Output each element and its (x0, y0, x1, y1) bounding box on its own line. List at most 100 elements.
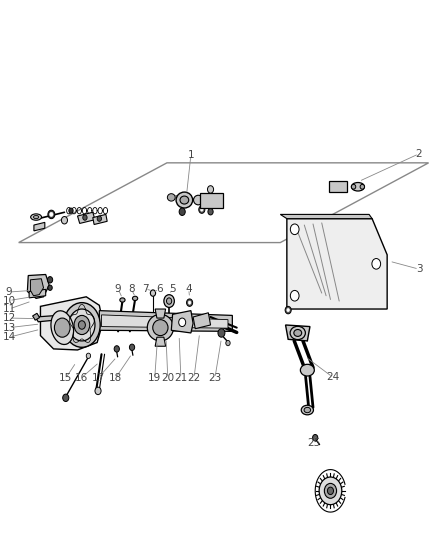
Circle shape (47, 277, 53, 283)
Ellipse shape (51, 311, 74, 344)
Text: 17: 17 (92, 373, 105, 383)
Ellipse shape (351, 182, 364, 191)
Circle shape (208, 208, 213, 215)
Ellipse shape (300, 365, 314, 376)
Circle shape (319, 477, 342, 505)
Text: 2: 2 (416, 149, 422, 159)
Text: 7: 7 (142, 284, 148, 294)
Circle shape (61, 216, 67, 224)
Circle shape (226, 341, 230, 346)
Text: 21: 21 (174, 373, 187, 383)
Circle shape (129, 344, 134, 351)
Circle shape (97, 216, 102, 221)
Polygon shape (102, 315, 228, 328)
Circle shape (69, 208, 73, 213)
Circle shape (201, 208, 203, 211)
Circle shape (218, 329, 225, 337)
Text: 10: 10 (3, 295, 16, 305)
Ellipse shape (301, 405, 314, 415)
Circle shape (328, 487, 333, 495)
Text: 12: 12 (3, 313, 16, 323)
Text: 25: 25 (308, 438, 321, 448)
Circle shape (164, 295, 174, 308)
Polygon shape (28, 274, 49, 298)
Circle shape (69, 309, 95, 341)
Text: 8: 8 (128, 284, 134, 294)
Polygon shape (40, 297, 103, 350)
Text: 14: 14 (3, 332, 16, 342)
Polygon shape (329, 181, 346, 192)
Polygon shape (155, 337, 166, 346)
Circle shape (199, 206, 205, 213)
Polygon shape (32, 313, 39, 320)
Text: 19: 19 (148, 373, 161, 383)
Ellipse shape (351, 184, 356, 189)
Text: 1: 1 (187, 150, 194, 160)
Circle shape (63, 394, 69, 401)
Polygon shape (93, 214, 107, 224)
Polygon shape (30, 279, 43, 296)
Ellipse shape (132, 296, 138, 301)
Circle shape (54, 318, 70, 337)
Circle shape (179, 208, 185, 215)
Text: 16: 16 (74, 373, 88, 383)
Ellipse shape (180, 196, 189, 204)
Text: 13: 13 (3, 322, 16, 333)
Circle shape (287, 309, 290, 312)
Text: 4: 4 (185, 284, 192, 294)
Text: 6: 6 (156, 284, 162, 294)
Circle shape (179, 318, 186, 327)
Polygon shape (155, 309, 166, 318)
Polygon shape (78, 212, 95, 223)
Polygon shape (35, 316, 60, 322)
Ellipse shape (33, 215, 39, 219)
Circle shape (83, 215, 87, 220)
Circle shape (285, 306, 291, 314)
Circle shape (290, 290, 299, 301)
Polygon shape (200, 193, 223, 208)
Circle shape (325, 483, 336, 498)
Polygon shape (193, 313, 211, 329)
Circle shape (48, 285, 52, 290)
Text: 11: 11 (3, 304, 16, 314)
Ellipse shape (120, 298, 125, 302)
Ellipse shape (31, 214, 42, 220)
Ellipse shape (167, 193, 175, 201)
Text: 9: 9 (115, 284, 121, 294)
Circle shape (208, 185, 214, 193)
Ellipse shape (304, 407, 311, 413)
Text: 22: 22 (187, 373, 201, 383)
Ellipse shape (153, 320, 168, 336)
Polygon shape (280, 214, 372, 219)
Text: 3: 3 (416, 264, 422, 274)
Text: 24: 24 (326, 372, 339, 382)
Text: 23: 23 (208, 373, 222, 383)
Circle shape (49, 212, 53, 216)
Circle shape (95, 387, 101, 394)
Ellipse shape (360, 184, 364, 189)
Circle shape (114, 346, 120, 352)
Circle shape (78, 321, 85, 329)
Circle shape (372, 259, 381, 269)
Ellipse shape (294, 329, 302, 336)
Polygon shape (29, 289, 46, 298)
Ellipse shape (176, 192, 193, 208)
Circle shape (188, 301, 191, 304)
Text: 18: 18 (109, 373, 122, 383)
Ellipse shape (194, 195, 203, 205)
Polygon shape (286, 325, 310, 341)
Polygon shape (99, 311, 232, 332)
Polygon shape (287, 219, 387, 309)
Circle shape (74, 316, 90, 335)
Text: 20: 20 (161, 373, 174, 383)
Circle shape (64, 303, 100, 348)
Text: 9: 9 (6, 287, 12, 297)
Ellipse shape (290, 326, 305, 340)
Circle shape (48, 210, 55, 219)
Circle shape (187, 299, 193, 306)
Circle shape (166, 298, 172, 304)
Circle shape (313, 434, 318, 441)
Circle shape (86, 353, 91, 359)
Polygon shape (171, 311, 193, 333)
Polygon shape (34, 222, 45, 231)
